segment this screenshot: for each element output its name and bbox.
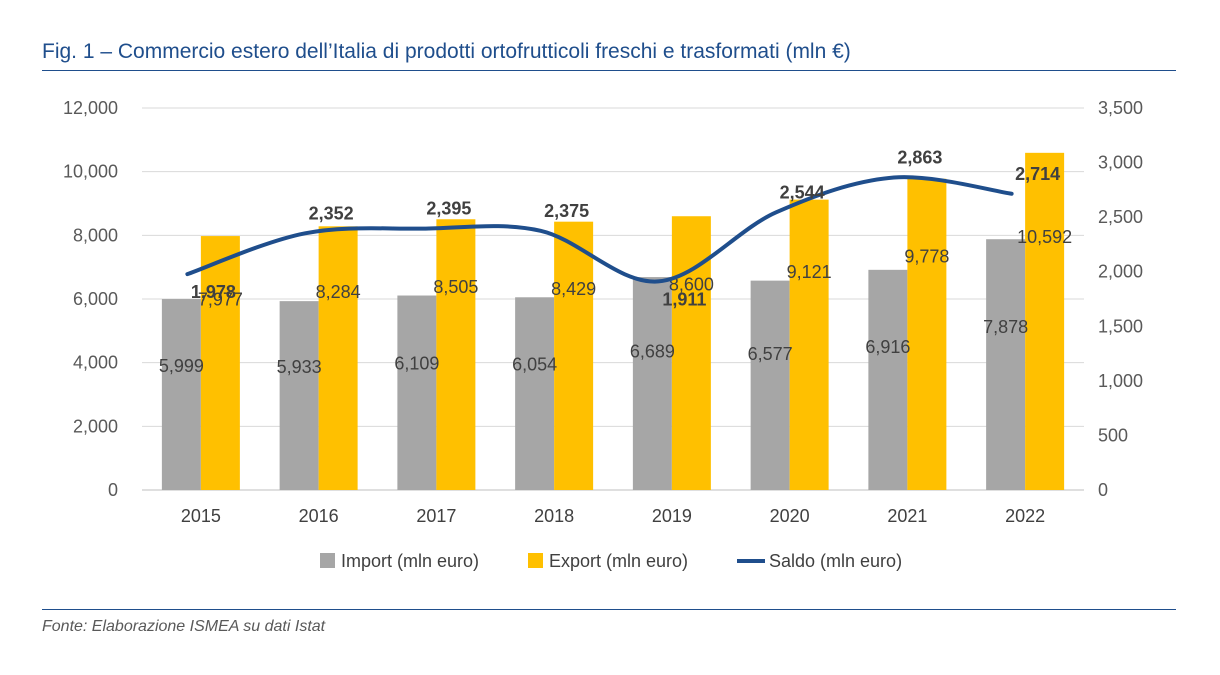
- left-axis-tick-label: 2,000: [73, 416, 118, 436]
- export-data-label: 8,284: [316, 282, 361, 302]
- export-data-label: 10,592: [1017, 227, 1072, 247]
- legend-saldo-label: Saldo (mln euro): [769, 551, 902, 571]
- saldo-series-line: [185, 175, 1014, 284]
- x-axis-tick-label: 2019: [652, 506, 692, 526]
- export-bar: [1025, 152, 1065, 490]
- export-bar: [554, 221, 594, 491]
- bar-data-labels: 5,999 7,977 5,933 8,284 6,109 8,505 6,054 8,429…: [159, 227, 1072, 377]
- saldo-data-labels: 1,978 2,352 2,395 2,375 1,911 2,544 2,863 2,714: [191, 148, 1060, 310]
- chart-title: Fig. 1 – Commercio estero dell’Italia di…: [42, 40, 851, 63]
- left-axis-tick-label: 0: [108, 480, 118, 500]
- right-axis-tick-label: 3,500: [1098, 98, 1143, 118]
- import-data-label: 6,689: [630, 342, 675, 362]
- import-data-label: 5,999: [159, 356, 204, 376]
- saldo-data-label: 2,863: [897, 148, 942, 168]
- import-data-label: 5,933: [277, 357, 322, 377]
- export-data-label: 8,429: [551, 279, 596, 299]
- x-axis-tick-label: 2020: [770, 506, 810, 526]
- legend-export-label: Export (mln euro): [549, 551, 688, 571]
- right-axis-tick-label: 1,000: [1098, 371, 1143, 391]
- import-data-label: 6,916: [865, 337, 910, 357]
- import-bar: [986, 239, 1026, 490]
- import-bar: [632, 277, 672, 490]
- export-data-label: 9,778: [904, 247, 949, 267]
- right-axis-tick-label: 0: [1098, 480, 1108, 500]
- import-data-label: 6,577: [748, 344, 793, 364]
- saldo-data-label: 2,544: [780, 182, 825, 202]
- import-data-label: 6,054: [512, 355, 557, 375]
- left-axis-tick-label: 10,000: [63, 162, 118, 182]
- footer-divider: [42, 609, 1176, 610]
- export-bar: [671, 216, 711, 490]
- saldo-line: [185, 175, 1014, 284]
- right-axis-tick-label: 2,000: [1098, 262, 1143, 282]
- export-data-label: 9,121: [787, 262, 832, 282]
- right-axis-tick-label: 2,500: [1098, 207, 1143, 227]
- saldo-data-label: 2,352: [309, 203, 354, 223]
- import-bar: [750, 280, 790, 490]
- legend-import-label: Import (mln euro): [341, 551, 479, 571]
- saldo-data-label: 1,978: [191, 282, 236, 302]
- right-axis-tick-label: 500: [1098, 425, 1128, 445]
- x-axis-tick-label: 2015: [181, 506, 221, 526]
- left-axis-tick-label: 4,000: [73, 353, 118, 373]
- combo-chart: 0 2,000 4,000 6,000 8,000 10,000 12,000 0 500 1,…: [63, 98, 1143, 571]
- x-axis-tick-label: 2016: [299, 506, 339, 526]
- x-axis-tick-label: 2022: [1005, 506, 1045, 526]
- x-axis-tick-label: 2018: [534, 506, 574, 526]
- left-axis-ticks: 0 2,000 4,000 6,000 8,000 10,000 12,000: [63, 98, 118, 500]
- import-bar: [515, 297, 555, 490]
- saldo-data-label: 2,714: [1015, 164, 1060, 184]
- export-data-label: 7,977: [198, 290, 243, 310]
- x-axis-tick-label: 2021: [887, 506, 927, 526]
- export-data-label: 8,505: [433, 277, 478, 297]
- right-axis-tick-label: 1,500: [1098, 316, 1143, 336]
- export-data-label: 8,600: [669, 275, 714, 295]
- export-bar: [907, 178, 947, 490]
- import-data-label: 7,878: [983, 317, 1028, 337]
- saldo-data-label: 2,375: [544, 201, 589, 221]
- legend: Import (mln euro) Export (mln euro) Saldo …: [320, 551, 902, 571]
- x-axis-ticks: 2015 2016 2017 2018 2019 2020 2021 2022: [181, 506, 1045, 526]
- export-bar: [436, 219, 476, 490]
- import-data-label: 6,109: [394, 354, 439, 374]
- legend-import-swatch: [320, 553, 335, 568]
- saldo-data-label: 1,911: [662, 289, 706, 309]
- import-bar: [161, 299, 201, 490]
- bars: [161, 152, 1065, 491]
- left-axis-tick-label: 12,000: [63, 98, 118, 118]
- import-bar: [279, 301, 319, 490]
- right-axis-ticks: 0 500 1,000 1,500 2,000 2,500 3,000 3,500: [1098, 98, 1143, 500]
- title-divider: [42, 70, 1176, 71]
- left-axis-tick-label: 8,000: [73, 225, 118, 245]
- saldo-data-label: 2,395: [426, 199, 471, 219]
- legend-export-swatch: [528, 553, 543, 568]
- export-bar: [200, 236, 240, 490]
- import-bar: [397, 295, 437, 490]
- right-axis-tick-label: 3,000: [1098, 153, 1143, 173]
- left-axis-tick-label: 6,000: [73, 289, 118, 309]
- source-note: Fonte: Elaborazione ISMEA su dati Istat: [42, 618, 326, 635]
- x-axis-tick-label: 2017: [416, 506, 456, 526]
- export-bar: [789, 199, 829, 490]
- export-bar: [318, 226, 358, 490]
- import-bar: [868, 269, 908, 490]
